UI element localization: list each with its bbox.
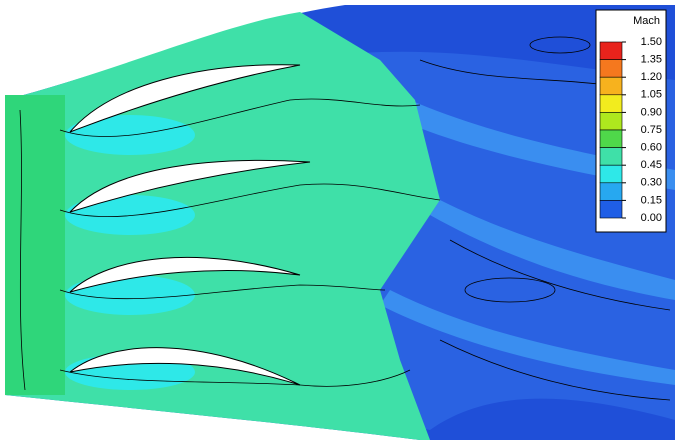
colorbar-segment bbox=[600, 165, 622, 183]
colorbar-tick-label: 0.45 bbox=[641, 159, 662, 171]
colorbar-segment bbox=[600, 148, 622, 166]
colorbar-tick-label: 1.35 bbox=[641, 54, 662, 66]
colorbar-segment bbox=[600, 95, 622, 113]
colorbar-tick-label: 0.75 bbox=[641, 124, 662, 136]
colorbar-segment bbox=[600, 130, 622, 148]
colorbar-tick-label: 0.60 bbox=[641, 142, 662, 154]
colorbar-segment bbox=[600, 77, 622, 95]
inlet-region bbox=[5, 95, 65, 395]
colorbar-tick-label: 0.30 bbox=[641, 177, 662, 189]
colorbar-tick-label: 0.90 bbox=[641, 106, 662, 118]
colorbar-tick-label: 0.00 bbox=[641, 212, 662, 224]
colorbar-tick-label: 1.50 bbox=[641, 36, 662, 48]
colorbar-tick-label: 1.20 bbox=[641, 71, 662, 83]
colorbar-segment bbox=[600, 112, 622, 130]
colorbar-segment bbox=[600, 183, 622, 201]
flow-field bbox=[5, 5, 675, 440]
colorbar-tick-label: 0.15 bbox=[641, 194, 662, 206]
colorbar-segment bbox=[600, 42, 622, 60]
colorbar: Mach 1.50 1.35 1.20 1.05 0.90 0.75 0.60 0.45 0.3… bbox=[596, 10, 666, 232]
contour-plot: Mach 1.50 1.35 1.20 1.05 0.90 0.75 0.60 0.45 0.3… bbox=[0, 0, 675, 440]
colorbar-segment bbox=[600, 60, 622, 78]
colorbar-title: Mach bbox=[633, 15, 660, 27]
colorbar-segment bbox=[600, 200, 622, 218]
colorbar-tick-label: 1.05 bbox=[641, 89, 662, 101]
